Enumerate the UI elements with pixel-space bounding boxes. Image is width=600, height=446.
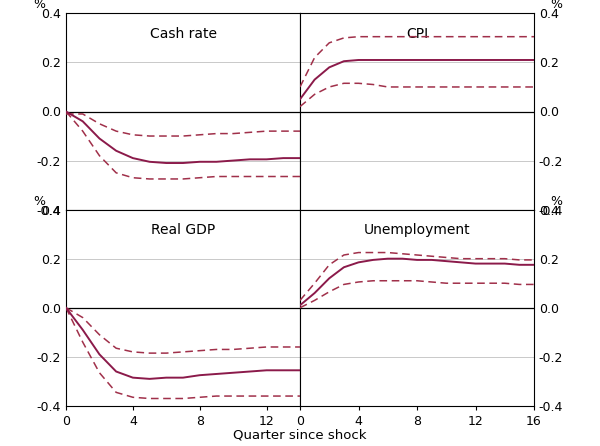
Text: %: % [33, 0, 45, 12]
Text: Unemployment: Unemployment [364, 223, 470, 237]
Text: CPI: CPI [406, 27, 428, 41]
Text: %: % [33, 194, 45, 208]
Text: Cash rate: Cash rate [149, 27, 217, 41]
Text: Real GDP: Real GDP [151, 223, 215, 237]
Text: Quarter since shock: Quarter since shock [233, 429, 367, 442]
Text: %: % [550, 0, 562, 12]
Text: %: % [550, 194, 562, 208]
